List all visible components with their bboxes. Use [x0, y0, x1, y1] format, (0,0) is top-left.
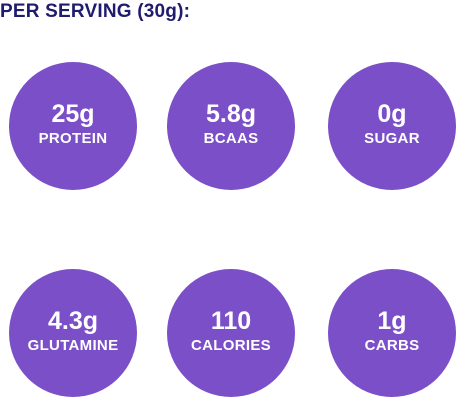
nutrition-label: GLUTAMINE	[27, 337, 119, 354]
nutrition-label: PROTEIN	[38, 130, 108, 147]
nutrition-value: 110	[210, 307, 252, 335]
nutrition-circle-carbs: 1g CARBS	[328, 269, 456, 397]
nutrition-label: SUGAR	[364, 130, 420, 147]
serving-heading: PER SERVING (30g):	[0, 1, 191, 22]
nutrition-value: 4.3g	[47, 307, 99, 335]
nutrition-value: 25g	[51, 100, 95, 128]
nutrition-value: 0g	[377, 100, 407, 128]
nutrition-circle-calories: 110 CALORIES	[167, 269, 295, 397]
nutrition-circle-glutamine: 4.3g GLUTAMINE	[9, 269, 137, 397]
nutrition-label: BCAAS	[203, 130, 259, 147]
nutrition-circle-sugar: 0g SUGAR	[328, 62, 456, 190]
nutrition-circle-protein: 25g PROTEIN	[9, 62, 137, 190]
nutrition-label: CALORIES	[191, 337, 271, 354]
nutrition-value: 5.8g	[205, 100, 257, 128]
nutrition-label: CARBS	[364, 337, 420, 354]
nutrition-value: 1g	[377, 307, 407, 335]
nutrition-circle-bcaas: 5.8g BCAAS	[167, 62, 295, 190]
